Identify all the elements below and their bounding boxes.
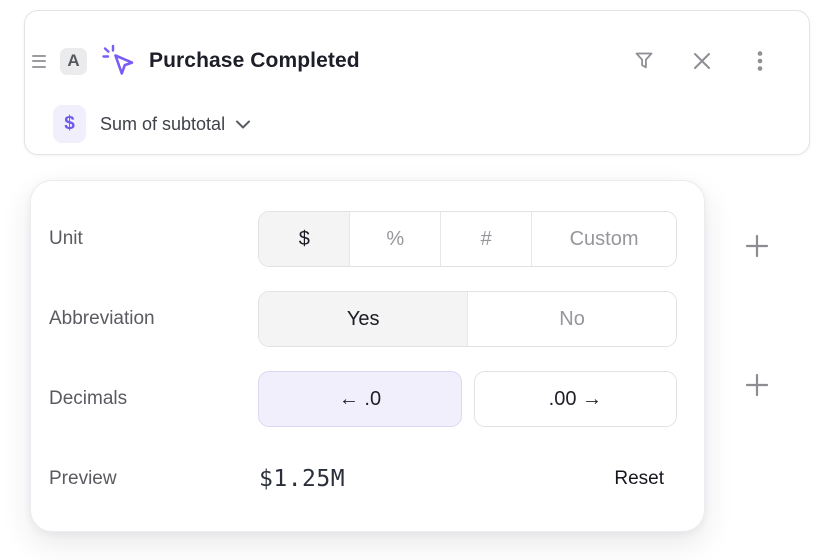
decrease-decimals-button[interactable]: ← .0 <box>258 371 462 427</box>
reset-button[interactable]: Reset <box>614 468 664 489</box>
filter-icon[interactable] <box>631 48 657 74</box>
decimals-label: Decimals <box>49 388 128 409</box>
event-card-actions <box>631 48 773 74</box>
abbreviation-option-yes[interactable]: Yes <box>259 292 468 346</box>
abbreviation-option-no[interactable]: No <box>467 292 676 346</box>
add-button-bottom[interactable] <box>744 372 770 398</box>
decimals-controls: ← .0 .00 → <box>258 371 678 427</box>
event-order-badge: A <box>60 47 87 75</box>
unit-row: Unit $ % # Custom <box>49 211 677 267</box>
increase-decimals-button[interactable]: .00 → <box>473 371 678 427</box>
unit-segmented-control: $ % # Custom <box>258 211 677 267</box>
metric-selector[interactable]: $ Sum of subtotal <box>53 105 251 143</box>
dollar-icon: $ <box>53 105 86 143</box>
cursor-click-icon <box>102 44 138 78</box>
preview-value: $1.25M <box>259 466 346 492</box>
drag-handle-icon[interactable] <box>32 54 48 68</box>
event-card-header: A Purchase Completed <box>32 44 773 78</box>
add-button-top[interactable] <box>744 233 770 259</box>
format-panel: Unit $ % # Custom Abbreviation Yes No De… <box>30 180 705 532</box>
metric-label: Sum of subtotal <box>100 113 226 134</box>
abbreviation-segmented-control: Yes No <box>258 291 677 347</box>
unit-option-custom[interactable]: Custom <box>531 212 676 266</box>
more-options-icon[interactable] <box>747 48 773 74</box>
decimals-row: Decimals ← .0 .00 → <box>49 371 678 427</box>
close-icon[interactable] <box>689 48 715 74</box>
event-card: A Purchase Completed <box>24 10 810 155</box>
unit-label: Unit <box>49 228 83 249</box>
abbreviation-label: Abbreviation <box>49 308 155 329</box>
preview-row: Preview $1.25M Reset <box>49 451 677 507</box>
event-title: Purchase Completed <box>149 49 360 72</box>
abbreviation-row: Abbreviation Yes No <box>49 291 677 347</box>
unit-option-number[interactable]: # <box>440 212 531 266</box>
unit-option-percent[interactable]: % <box>349 212 440 266</box>
chevron-down-icon <box>235 119 251 130</box>
unit-option-dollar[interactable]: $ <box>259 212 350 266</box>
preview-label: Preview <box>49 468 117 489</box>
